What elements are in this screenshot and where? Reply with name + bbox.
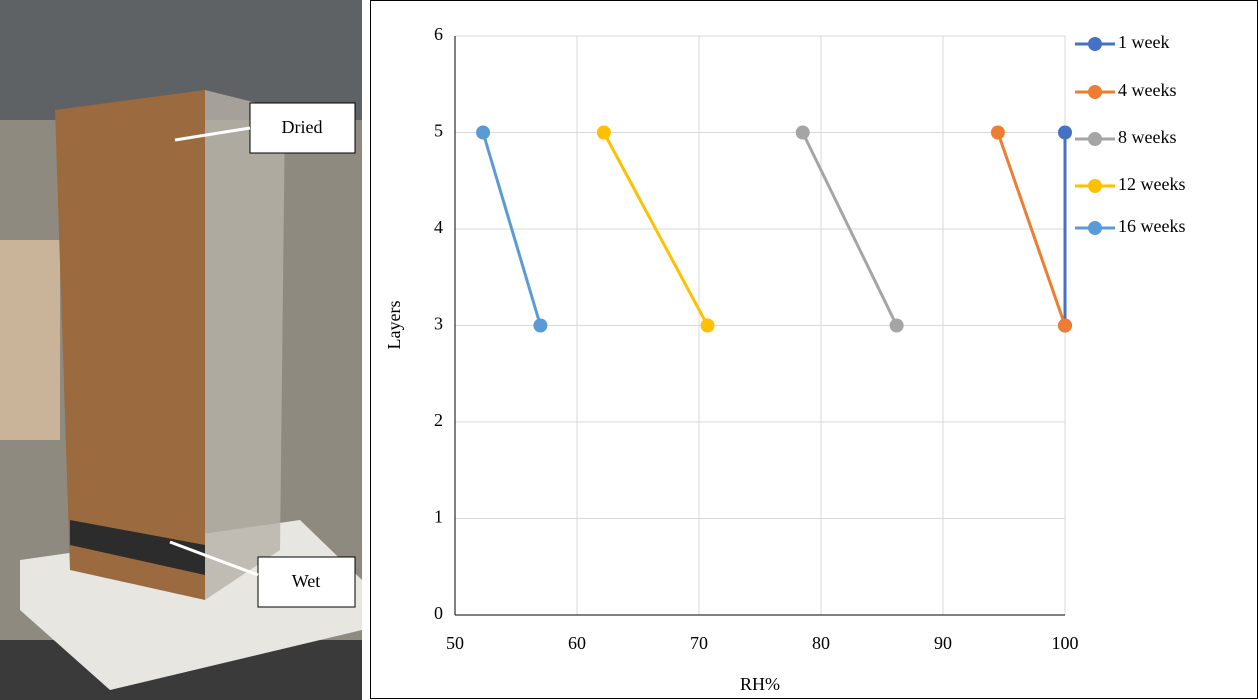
point — [1058, 125, 1072, 140]
point — [889, 318, 904, 333]
label-box — [257, 556, 356, 608]
x-tick-label: 70 — [690, 633, 708, 653]
y-tick-label: 6 — [434, 24, 443, 44]
photo-glass — [205, 90, 285, 600]
y-tick-label: 5 — [434, 121, 443, 141]
series-line — [801, 131, 898, 327]
legend-label: 12 weeks — [1118, 174, 1185, 194]
x-tick-label: 80 — [812, 633, 830, 653]
y-tick-label: 3 — [434, 314, 443, 334]
series-line — [481, 132, 542, 326]
photo-soil — [55, 90, 205, 600]
point — [700, 318, 715, 333]
legend-label: 16 weeks — [1118, 216, 1185, 236]
arrow — [174, 126, 251, 142]
chart-frame — [370, 0, 1258, 699]
legend-label: 4 weeks — [1118, 80, 1176, 100]
photo-label: Dried — [282, 117, 323, 137]
x-tick-label: 50 — [446, 633, 464, 653]
y-tick-label: 0 — [434, 603, 443, 623]
legend-swatch-marker — [1088, 179, 1102, 193]
point — [533, 318, 548, 333]
x-tick-label: 100 — [1052, 633, 1079, 653]
photo-band — [70, 520, 205, 575]
legend-swatch-marker — [1088, 85, 1102, 99]
legend-swatch-marker — [1088, 132, 1102, 146]
photo-label: Wet — [292, 571, 321, 591]
point — [596, 125, 611, 140]
series-line — [602, 131, 709, 327]
y-tick-label: 2 — [434, 410, 443, 430]
y-tick-label: 4 — [434, 217, 443, 237]
point — [795, 125, 810, 140]
photo: Dried Wet — [0, 0, 362, 700]
label-box — [249, 102, 356, 154]
y-axis-title: Layers — [384, 301, 404, 350]
point — [476, 125, 491, 140]
point — [1058, 318, 1072, 333]
x-axis-title: RH% — [740, 674, 780, 694]
photo-shelf-box — [0, 240, 60, 440]
legend-swatch-marker — [1088, 221, 1102, 235]
legend-label: 1 week — [1118, 32, 1169, 52]
arrow — [169, 540, 259, 577]
y-tick-label: 1 — [434, 507, 443, 527]
series-line — [996, 132, 1067, 326]
x-tick-label: 60 — [568, 633, 586, 653]
x-tick-label: 90 — [934, 633, 952, 653]
legend-label: 8 weeks — [1118, 127, 1176, 147]
legend-swatch-marker — [1088, 37, 1102, 51]
point — [990, 125, 1005, 140]
